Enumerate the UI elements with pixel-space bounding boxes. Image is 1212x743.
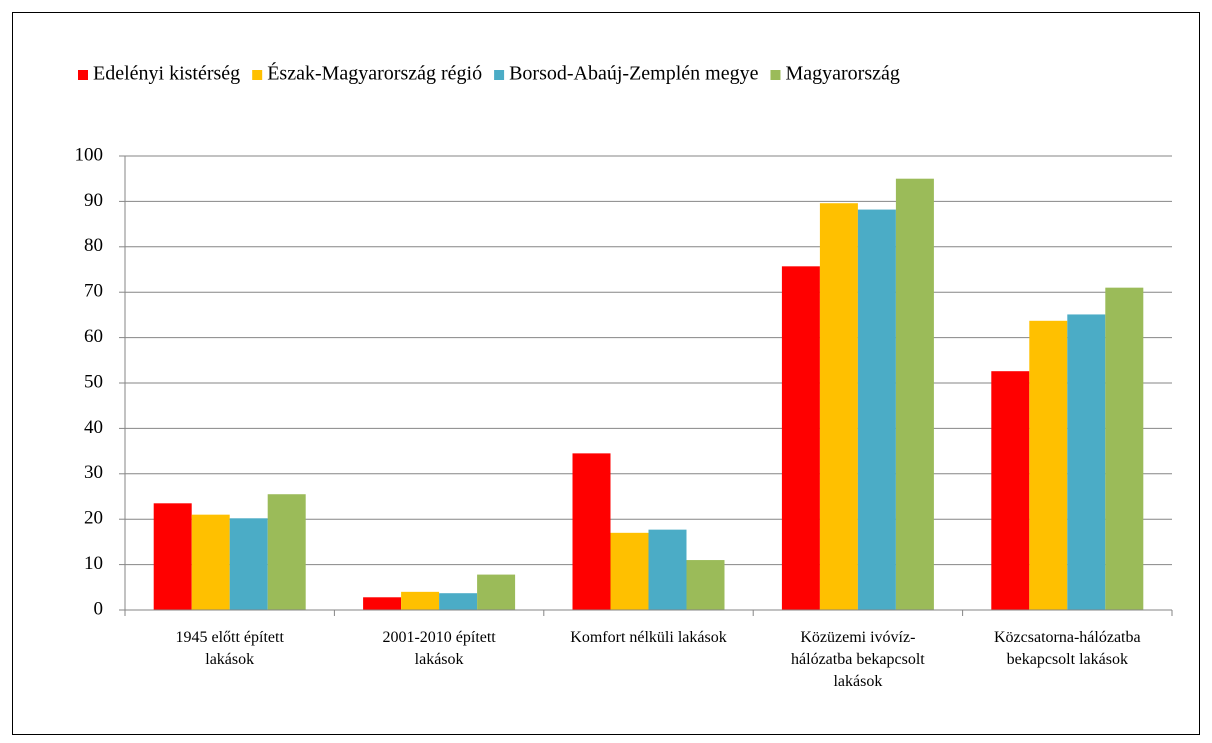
- y-tick-label: 100: [75, 144, 104, 165]
- bar: [191, 514, 230, 610]
- x-tick-label: 1945 előtt épített lakások: [175, 629, 284, 668]
- y-tick-label: 20: [84, 508, 103, 529]
- y-tick-label: 70: [84, 281, 103, 302]
- bar: [363, 597, 402, 610]
- legend-label: Edelényi kistérség: [93, 63, 240, 85]
- bar: [267, 494, 306, 610]
- legend-label: Borsod-Abaúj-Zemplén megye: [509, 63, 758, 85]
- bar: [572, 453, 611, 610]
- legend-swatch: [78, 70, 88, 80]
- y-tick-label: 30: [84, 462, 103, 483]
- legend-swatch: [494, 70, 505, 80]
- x-tick-label: Közcsatorna-hálózatba bekapcsolt lakások: [994, 629, 1141, 668]
- x-tick-label: Komfort nélküli lakások: [570, 629, 726, 646]
- bar: [819, 203, 858, 610]
- y-tick-label: 90: [84, 190, 103, 211]
- legend-label: Észak-Magyarország régió: [267, 62, 482, 85]
- bar: [153, 503, 192, 610]
- y-tick-label: 50: [84, 371, 103, 392]
- bar: [648, 529, 687, 610]
- y-tick-label: 0: [94, 598, 104, 619]
- bar: [686, 560, 725, 610]
- legend-swatch: [770, 70, 781, 80]
- bar: [229, 518, 268, 610]
- y-tick-label: 80: [84, 235, 103, 256]
- bar: [401, 591, 440, 610]
- y-tick-label: 40: [84, 417, 103, 438]
- legend-label: Magyarország: [785, 63, 899, 85]
- y-tick-label: 10: [84, 553, 103, 574]
- bar: [439, 593, 478, 610]
- bar: [781, 266, 820, 610]
- bar: [610, 532, 649, 610]
- bar: [1029, 320, 1068, 610]
- legend-swatch: [252, 70, 263, 80]
- bar: [1067, 314, 1106, 610]
- bar: [895, 178, 934, 610]
- bar: [857, 209, 896, 610]
- y-tick-label: 60: [84, 326, 103, 347]
- x-tick-label: 2001-2010 épített lakások: [382, 629, 496, 668]
- bar: [477, 574, 516, 610]
- bar: [991, 371, 1030, 610]
- x-tick-label: Közüzemi ivóvíz-hálózatba bekapcsolt laká…: [791, 629, 925, 690]
- bar: [1105, 287, 1144, 610]
